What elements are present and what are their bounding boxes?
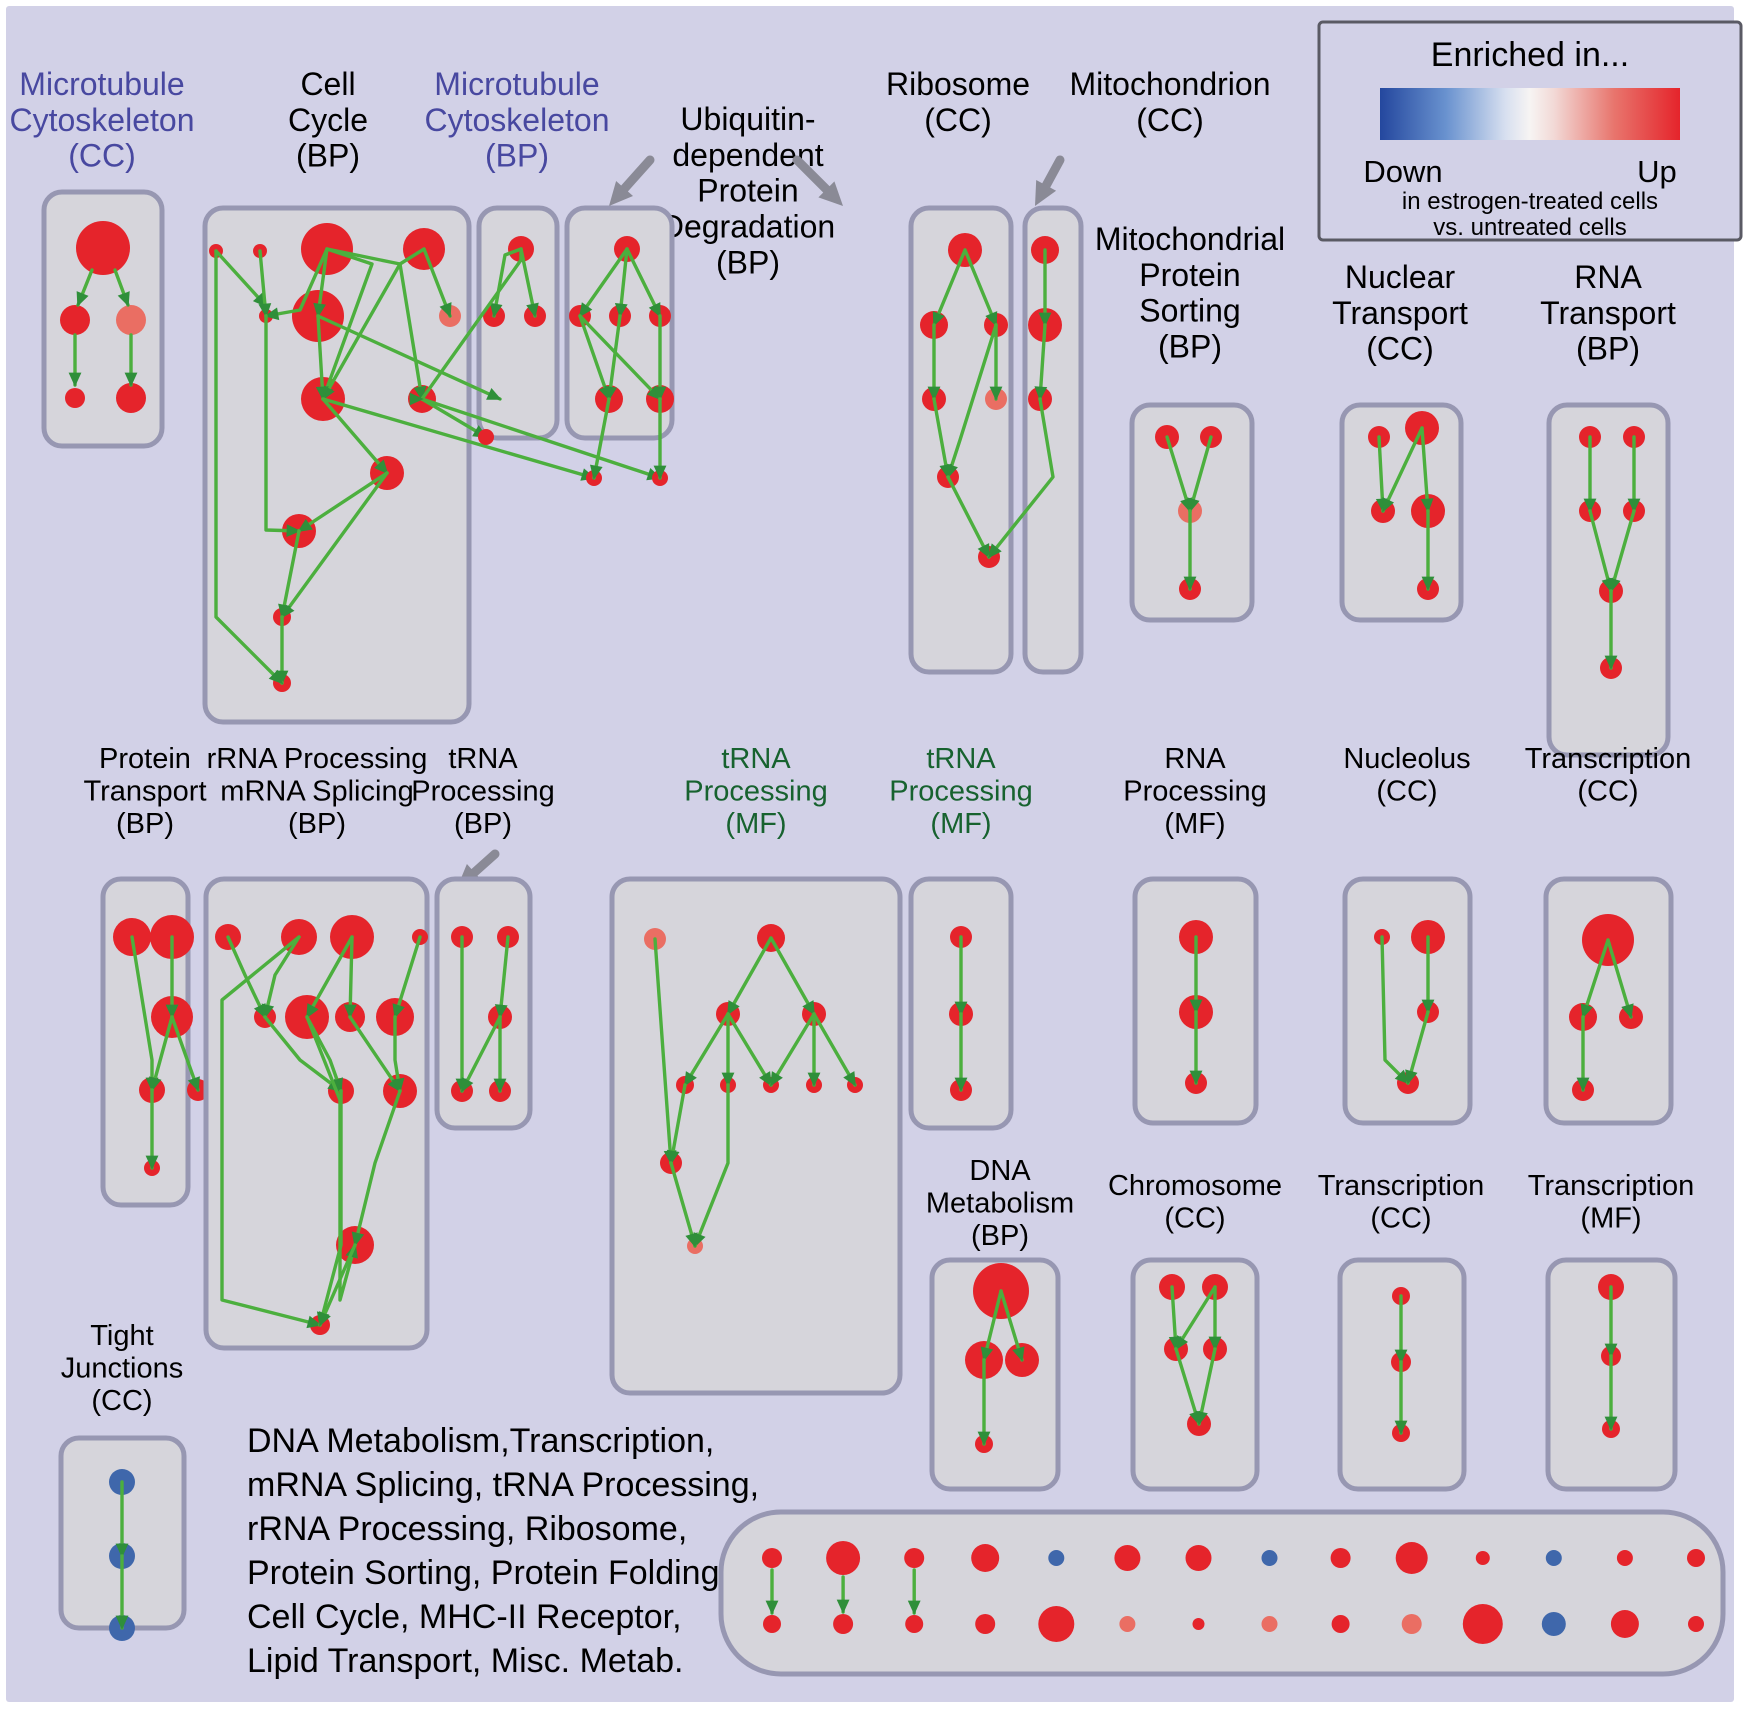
svg-text:(BP): (BP) [716,244,780,280]
svg-text:Ubiquitin-: Ubiquitin- [680,101,815,137]
svg-text:(MF): (MF) [1164,808,1225,840]
svg-text:Processing: Processing [889,776,1032,808]
svg-text:(CC): (CC) [924,102,992,138]
svg-text:Cell Cycle, MHC-II Receptor,: Cell Cycle, MHC-II Receptor, [247,1598,682,1636]
svg-text:Metabolism: Metabolism [926,1188,1074,1220]
svg-text:(CC): (CC) [68,138,136,174]
svg-text:(CC): (CC) [91,1385,152,1417]
svg-text:(BP): (BP) [1158,329,1222,365]
svg-text:Protein: Protein [99,743,191,775]
svg-text:Microtubule: Microtubule [434,66,599,102]
svg-text:(BP): (BP) [454,808,512,840]
svg-text:Tight: Tight [90,1320,153,1352]
svg-text:Transport: Transport [1540,295,1676,331]
svg-text:RNA: RNA [1164,743,1226,775]
svg-text:tRNA: tRNA [926,743,996,775]
svg-text:Protein: Protein [1139,257,1240,293]
svg-text:Junctions: Junctions [61,1353,184,1385]
svg-text:Cell: Cell [300,66,355,102]
svg-text:Protein: Protein [697,173,798,209]
svg-text:Nucleolus: Nucleolus [1343,743,1470,775]
svg-text:Processing: Processing [1123,776,1266,808]
svg-text:RNA: RNA [1574,259,1642,295]
svg-text:tRNA: tRNA [448,743,518,775]
svg-text:Mitochondrial: Mitochondrial [1095,221,1285,257]
svg-text:Up: Up [1637,154,1677,189]
svg-text:(MF): (MF) [930,808,991,840]
svg-text:Ribosome: Ribosome [886,66,1030,102]
svg-text:tRNA: tRNA [721,743,791,775]
svg-text:(CC): (CC) [1577,776,1638,808]
svg-text:Microtubule: Microtubule [19,66,184,102]
svg-text:Transport: Transport [83,776,206,808]
svg-text:(BP): (BP) [116,808,174,840]
svg-text:vs. untreated cells: vs. untreated cells [1433,214,1626,241]
svg-text:Enriched in...: Enriched in... [1431,36,1629,74]
svg-text:Degradation: Degradation [661,209,835,245]
svg-text:in estrogen-treated cells: in estrogen-treated cells [1402,188,1658,215]
svg-text:Protein Sorting, Protein Foldi: Protein Sorting, Protein Folding, [247,1554,729,1592]
svg-text:(BP): (BP) [971,1220,1029,1252]
svg-text:Sorting: Sorting [1139,293,1240,329]
svg-text:(BP): (BP) [296,138,360,174]
svg-text:DNA Metabolism,Transcription,: DNA Metabolism,Transcription, [247,1422,714,1460]
svg-text:Transcription: Transcription [1318,1170,1485,1202]
svg-text:Transcription: Transcription [1528,1170,1695,1202]
svg-text:Lipid Transport, Misc. Metab.: Lipid Transport, Misc. Metab. [247,1642,684,1680]
svg-text:Mitochondrion: Mitochondrion [1070,66,1271,102]
svg-text:DNA: DNA [969,1155,1031,1187]
svg-text:Cytoskeleton: Cytoskeleton [10,102,195,138]
svg-text:Chromosome: Chromosome [1108,1170,1282,1202]
svg-text:(MF): (MF) [725,808,786,840]
svg-text:Processing: Processing [684,776,827,808]
svg-text:(CC): (CC) [1376,776,1437,808]
svg-text:Transport: Transport [1332,295,1468,331]
svg-text:(CC): (CC) [1370,1203,1431,1235]
svg-text:rRNA Processing, Ribosome,: rRNA Processing, Ribosome, [247,1510,687,1548]
svg-text:Cytoskeleton: Cytoskeleton [425,102,610,138]
svg-text:Nuclear: Nuclear [1345,259,1456,295]
svg-text:(CC): (CC) [1366,331,1434,367]
svg-text:(MF): (MF) [1580,1203,1641,1235]
svg-text:mRNA Splicing: mRNA Splicing [220,776,413,808]
svg-text:Processing: Processing [411,776,554,808]
svg-text:Transcription: Transcription [1525,743,1692,775]
svg-text:Down: Down [1363,154,1442,189]
svg-text:mRNA Splicing, tRNA Processing: mRNA Splicing, tRNA Processing, [247,1466,759,1504]
svg-text:(BP): (BP) [1576,331,1640,367]
svg-text:(CC): (CC) [1136,102,1204,138]
svg-text:Cycle: Cycle [288,102,368,138]
svg-text:(BP): (BP) [485,138,549,174]
svg-text:(CC): (CC) [1164,1203,1225,1235]
svg-text:(BP): (BP) [288,808,346,840]
svg-text:rRNA Processing: rRNA Processing [207,743,428,775]
